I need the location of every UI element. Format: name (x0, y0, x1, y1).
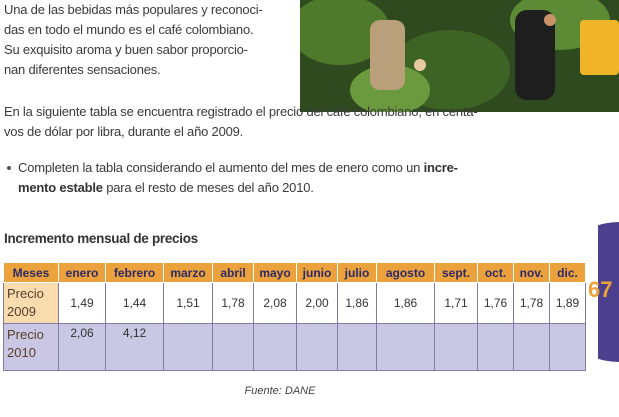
header-cell: junio (296, 262, 338, 283)
table-row: Precio 2009 1,49 1,44 1,51 1,78 2,08 2,00 1,86 1… (3, 282, 586, 324)
text-segment: incre- (423, 160, 458, 175)
cell: 2,06 (58, 323, 106, 371)
cell (376, 323, 435, 371)
page-number: 67 (588, 277, 613, 302)
cell: 1,78 (513, 282, 550, 324)
text-line: Una de las bebidas más populares y recon… (4, 2, 263, 17)
cell: 1,89 (549, 282, 586, 324)
header-cell: julio (337, 262, 377, 283)
cell: 1,49 (58, 282, 106, 324)
cell (337, 323, 377, 371)
text-line: das en todo el mundo es el café colombia… (4, 22, 254, 37)
text-line: nan diferentes sensaciones. (4, 62, 161, 77)
source: Fuente: DANE (244, 385, 316, 397)
cell (296, 323, 338, 371)
row-label: Precio 2009 (3, 282, 59, 324)
cell (513, 323, 550, 371)
header-cell: dic. (549, 262, 586, 283)
header-cell: abril (212, 262, 254, 283)
header-cell: mayo (253, 262, 297, 283)
text-line: vos de dólar por libra, durante el año 2… (4, 124, 244, 139)
cell: 1,44 (105, 282, 164, 324)
text-line: Su exquisito aroma y buen sabor proporci… (4, 42, 248, 57)
bullet-item: Completen la tabla considerando el aumen… (4, 158, 458, 198)
header-cell: enero (58, 262, 106, 283)
text-line: Completen la tabla considerando el aumen… (4, 158, 458, 178)
text-segment: mento estable (18, 180, 103, 195)
header-cell: Meses (3, 262, 59, 283)
text-line: En la siguiente tabla se encuentra regis… (4, 104, 478, 119)
cell (549, 323, 586, 371)
text-segment: Completen la tabla considerando el aumen… (18, 160, 424, 175)
row-label: Precio 2010 (3, 323, 59, 371)
photo (300, 0, 619, 112)
text-segment: para el resto de meses del año 2010. (102, 180, 314, 195)
cell: 2,08 (253, 282, 297, 324)
header-cell: agosto (376, 262, 435, 283)
header-cell: nov. (513, 262, 550, 283)
cell: 1,51 (163, 282, 213, 324)
text-line: mento estable para el resto de meses del… (4, 178, 458, 198)
cell: 4,12 (105, 323, 164, 371)
header-row: Meses enero febrero marzo abril mayo junio juli… (3, 262, 586, 283)
price-table: Meses enero febrero marzo abril mayo junio juli… (3, 262, 586, 371)
bullet (7, 166, 11, 170)
cell (477, 323, 514, 371)
header-cell: marzo (163, 262, 213, 283)
cell: 1,78 (212, 282, 254, 324)
cell: 1,86 (376, 282, 435, 324)
cell: 1,71 (434, 282, 478, 324)
intro: Una de las bebidas más populares y recon… (4, 0, 263, 80)
cell (434, 323, 478, 371)
header-cell: oct. (477, 262, 514, 283)
cell (163, 323, 213, 371)
header-cell: febrero (105, 262, 164, 283)
cell: 2,00 (296, 282, 338, 324)
paragraph: En la siguiente tabla se encuentra regis… (4, 102, 478, 142)
cell (212, 323, 254, 371)
cell: 1,86 (337, 282, 377, 324)
page-tab (598, 222, 619, 362)
table-title: Incremento mensual de precios (4, 231, 198, 246)
header-cell: sept. (434, 262, 478, 283)
cell (253, 323, 297, 371)
cell: 1,76 (477, 282, 514, 324)
table-row: Precio 2010 2,06 4,12 (3, 323, 586, 371)
